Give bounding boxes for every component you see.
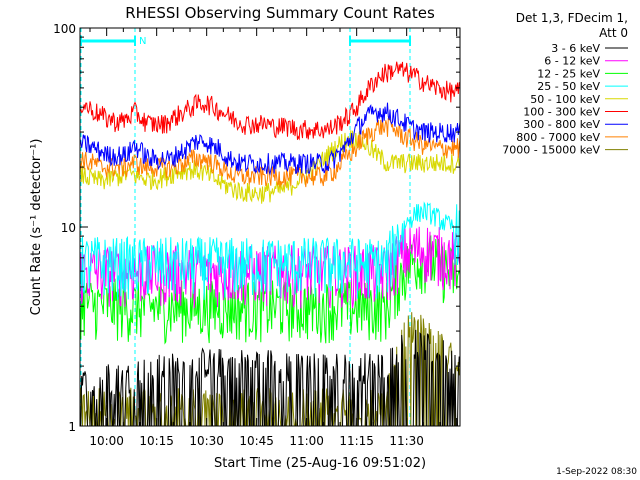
- legend-header-line2: Att 0: [599, 26, 628, 40]
- series-path: [80, 102, 460, 176]
- x-tick-label: 10:30: [189, 434, 224, 448]
- series-line: [80, 130, 460, 204]
- series-path: [80, 61, 460, 141]
- y-tick-label: 100: [53, 22, 76, 36]
- legend-entry-label: 3 - 6 keV: [551, 42, 600, 55]
- night-label: N: [139, 36, 146, 47]
- series-path: [80, 130, 460, 204]
- y-axis: 1 10 100: [53, 22, 460, 434]
- series-line: [80, 201, 460, 300]
- x-tick-label: 10:45: [239, 434, 274, 448]
- legend-entry-label: 100 - 300 keV: [523, 106, 600, 119]
- x-axis-label: Start Time (25-Aug-16 09:51:02): [214, 456, 426, 471]
- series-line: [80, 61, 460, 141]
- x-tick-label: 11:15: [339, 434, 374, 448]
- x-tick-label: 11:00: [289, 434, 324, 448]
- y-axis-label: Count Rate (s⁻¹ detector⁻¹): [29, 139, 44, 316]
- legend-entry-label: 7000 - 15000 keV: [502, 144, 600, 157]
- legend-entry-label: 25 - 50 keV: [537, 80, 600, 93]
- x-axis: 10:00 10:15 10:30 10:45 11:00 11:15 11:30: [89, 28, 458, 448]
- generated-timestamp: 1-Sep-2022 08:30: [556, 467, 637, 477]
- x-tick-label: 10:00: [89, 434, 124, 448]
- x-tick-label: 11:30: [389, 434, 424, 448]
- legend-entry-label: 12 - 25 keV: [537, 67, 600, 80]
- series-line: [80, 329, 460, 426]
- legend-entry-label: 800 - 7000 keV: [516, 131, 600, 144]
- legend-entry-label: 50 - 100 keV: [530, 93, 600, 106]
- legend-entry-label: 300 - 800 keV: [523, 118, 600, 131]
- series-path: [80, 201, 460, 300]
- y-tick-label: 10: [61, 221, 76, 235]
- series-line: [80, 102, 460, 176]
- legend-entry-label: 6 - 12 keV: [544, 55, 600, 68]
- y-tick-label: 1: [68, 420, 76, 434]
- series-lines: [80, 61, 460, 426]
- series-path: [80, 329, 460, 426]
- chart-title: RHESSI Observing Summary Count Rates: [125, 4, 435, 22]
- x-tick-label: 10:15: [139, 434, 174, 448]
- legend-header-line1: Det 1,3, FDecim 1,: [516, 11, 628, 25]
